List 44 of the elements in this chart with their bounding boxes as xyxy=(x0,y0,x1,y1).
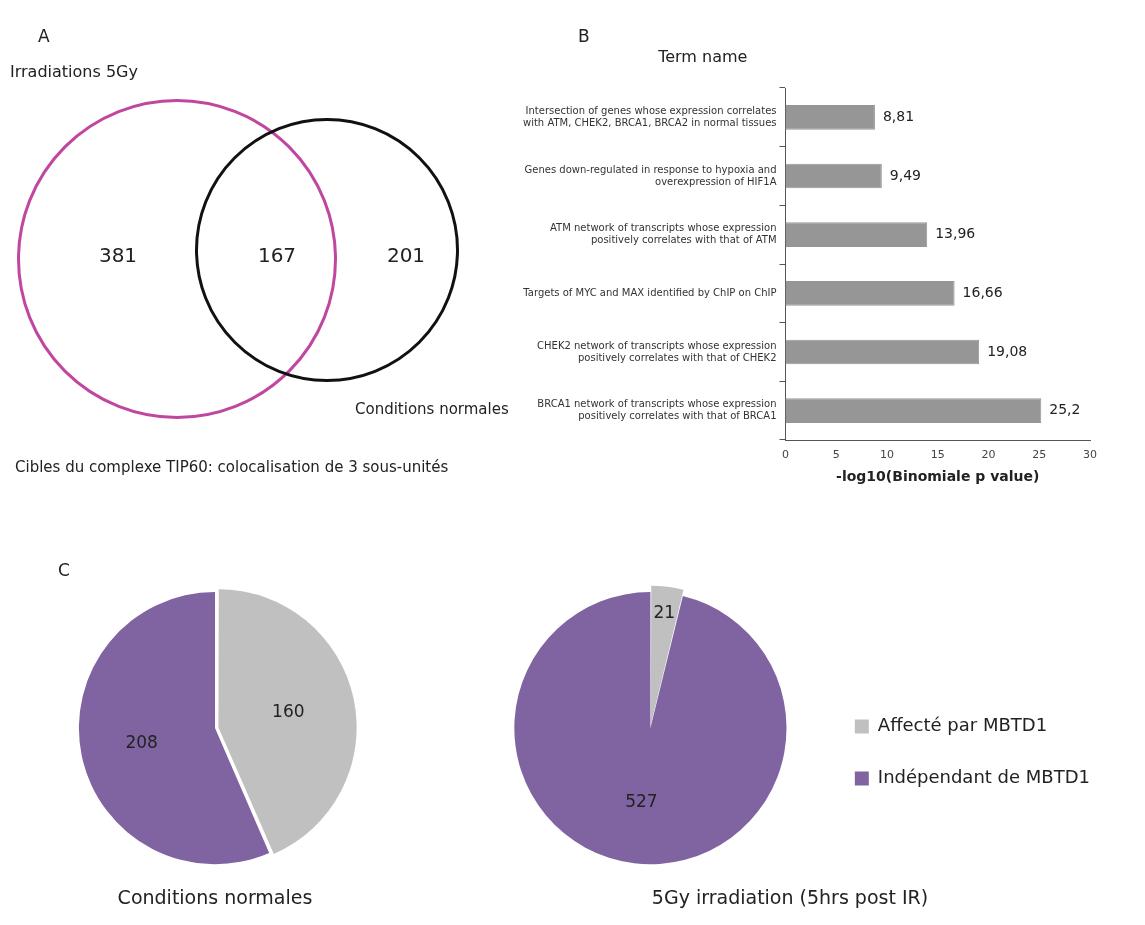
x-tick-label: 5 xyxy=(832,448,840,462)
x-tick-label: 10 xyxy=(880,448,895,462)
y-tick-label: ATM network of transcripts whose expression positively correlates with that of ATM xyxy=(550,222,777,246)
text: A xyxy=(38,26,50,46)
bar xyxy=(785,339,980,365)
bar xyxy=(785,222,928,247)
text: B xyxy=(578,26,590,46)
legend-label: Indépendant de MBTD1 xyxy=(877,766,1091,788)
x-tick-label: 30 xyxy=(1083,448,1097,462)
text: Conditions normales xyxy=(355,400,509,418)
data-label: 19,08 xyxy=(987,342,1028,359)
bar xyxy=(785,398,1042,423)
text: 5Gy irradiation (5hrs post IR) xyxy=(651,885,929,908)
bar xyxy=(785,163,882,189)
data-label: 8,81 xyxy=(882,107,915,124)
text: Cibles du complexe TIP60: colocalisation de 3 sous-unités xyxy=(15,458,449,476)
x-tick-label: 15 xyxy=(930,448,945,462)
data-label: 160 xyxy=(272,701,305,722)
x-tick-label: 0 xyxy=(782,448,790,462)
data-label: 13,96 xyxy=(935,225,976,242)
data-label: 527 xyxy=(625,790,658,811)
bar xyxy=(785,105,875,130)
legend-label: Affecté par MBTD1 xyxy=(877,714,1048,736)
y-tick-label: Intersection of genes whose expression correlates with ATM, CHEK2, BRCA1, BRCA2 in normal tissues xyxy=(523,104,777,128)
text: Irradiations 5Gy xyxy=(10,62,138,81)
data-label: 9,49 xyxy=(889,166,921,183)
x-axis-title: -log10(Binomiale p value) xyxy=(836,468,1040,485)
data-label: 16,66 xyxy=(962,283,1003,300)
data-label: 21 xyxy=(653,601,676,622)
x-tick-label: 25 xyxy=(1032,448,1047,462)
y-tick-label: CHEK2 network of transcripts whose expression positively correlates with that of CHEK2 xyxy=(537,339,777,363)
y-tick-label: Targets of MYC and MAX identified by ChIP on ChIP xyxy=(522,286,777,298)
text: Conditions normales xyxy=(117,885,313,908)
text: 201 xyxy=(386,243,426,267)
x-tick-label: 20 xyxy=(981,448,996,462)
text: C xyxy=(58,560,70,580)
text: 167 xyxy=(257,243,297,267)
y-tick-label: BRCA1 network of transcripts whose expression positively correlates with that of BRCA1 xyxy=(537,398,777,422)
data-label: 25,2 xyxy=(1049,401,1081,418)
text: 381 xyxy=(98,243,138,267)
data-label: 208 xyxy=(125,731,158,752)
bar xyxy=(785,281,955,306)
y-axis-title: Term name xyxy=(657,47,748,67)
y-tick-label: Genes down-regulated in response to hypoxia and overexpression of HIF1A xyxy=(524,163,777,187)
